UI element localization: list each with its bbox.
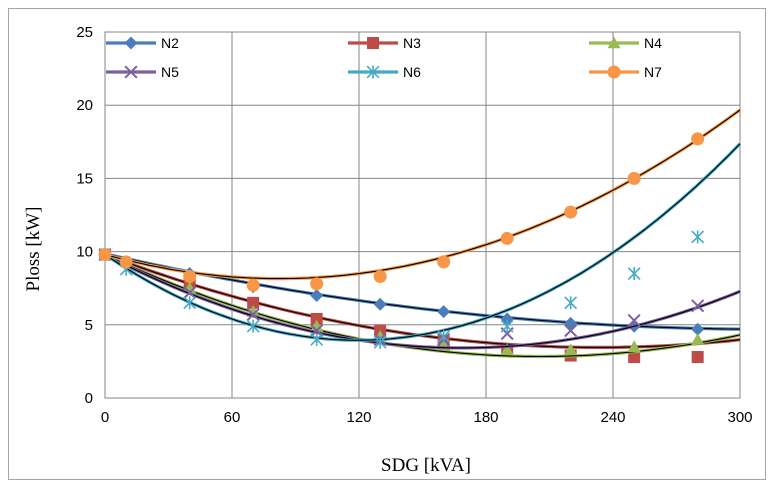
marker-stroke	[183, 286, 197, 300]
marker-stroke	[564, 324, 578, 338]
legend-label: N5	[161, 64, 179, 80]
marker-point	[373, 335, 387, 349]
chart-frame: 0 5 10 15 20 25 0 60 120 180 240 300 N2 N3 N4 N5 N6 N7 …	[8, 8, 766, 480]
y-tick-label: 25	[76, 24, 93, 41]
legend-label: N7	[644, 64, 662, 80]
series-line	[104, 108, 741, 281]
marker-point	[437, 255, 451, 269]
y-tick-label: 20	[76, 97, 93, 114]
x-tick-label: 180	[473, 409, 498, 426]
marker-point	[124, 65, 138, 79]
legend-item-N5: N5	[106, 64, 179, 80]
marker-stroke	[246, 307, 260, 322]
legend-label: N4	[644, 35, 662, 51]
series-line	[104, 252, 740, 331]
legend-item-N4: N4	[589, 35, 662, 51]
trend-line	[104, 253, 740, 330]
marker-point	[246, 319, 260, 333]
legend-label: N3	[403, 35, 421, 51]
x-axis-title: SDG [kVA]	[381, 455, 471, 476]
x-tick-label: 60	[224, 409, 241, 426]
marker-point	[366, 65, 380, 79]
y-tick-labels: 0 5 10 15 20 25	[76, 24, 93, 407]
y-tick-label: 0	[85, 390, 93, 407]
marker-point	[373, 297, 387, 311]
marker-point	[247, 296, 260, 309]
x-tick-label: 0	[101, 409, 109, 426]
marker-point	[373, 269, 387, 283]
marker-point	[310, 277, 324, 291]
marker-point	[691, 332, 705, 345]
marker-point	[691, 351, 704, 364]
marker-point	[607, 65, 621, 79]
legend-label: N6	[403, 64, 421, 80]
marker-point	[564, 316, 578, 330]
marker-point	[124, 36, 138, 50]
x-tick-label: 300	[727, 409, 752, 426]
marker-point	[310, 332, 324, 346]
legend-label: N2	[161, 35, 179, 51]
marker-point	[246, 307, 260, 322]
legend-item-N6: N6	[348, 64, 421, 80]
marker-point	[691, 322, 705, 336]
marker-point	[183, 286, 197, 300]
marker-point	[691, 299, 705, 313]
marker-stroke	[627, 313, 641, 327]
series-group	[98, 108, 742, 364]
marker-point	[627, 340, 641, 352]
marker-point	[500, 231, 514, 245]
trend-line	[104, 143, 741, 341]
marker-point	[119, 255, 133, 269]
marker-point	[98, 248, 112, 262]
marker-point	[691, 230, 705, 244]
x-tick-label: 240	[600, 409, 625, 426]
legend-item-N3: N3	[348, 35, 421, 51]
marker-point	[183, 296, 197, 310]
x-tick-label: 120	[346, 409, 371, 426]
y-tick-label: 10	[76, 244, 93, 261]
marker-point	[564, 343, 578, 355]
legend: N2 N3 N4 N5 N6 N7	[106, 35, 662, 80]
plot-border	[104, 31, 741, 399]
legend-item-N7: N7	[589, 64, 662, 80]
marker-point	[310, 289, 324, 303]
x-tick-labels: 0 60 120 180 240 300	[101, 409, 753, 426]
marker-stroke	[691, 299, 705, 313]
marker-point	[627, 313, 641, 327]
trend-line	[104, 254, 741, 349]
marker-point	[500, 343, 514, 355]
marker-point	[564, 324, 578, 338]
marker-point	[183, 269, 197, 283]
marker-point	[607, 36, 621, 49]
marker-point	[437, 305, 451, 319]
marker-point	[564, 205, 578, 219]
grid	[104, 31, 741, 399]
series-N7	[98, 108, 741, 292]
marker-point	[627, 267, 641, 281]
marker-point	[310, 312, 323, 325]
marker-point	[627, 171, 641, 185]
y-axis-title: Ploss [kW]	[23, 207, 44, 292]
marker-stroke	[124, 65, 138, 79]
legend-item-N2: N2	[106, 35, 179, 51]
y-tick-label: 5	[85, 317, 93, 334]
marker-point	[628, 351, 641, 364]
marker-point	[246, 278, 260, 292]
marker-point	[437, 330, 451, 344]
trend-line	[104, 109, 741, 280]
y-tick-label: 15	[76, 170, 93, 187]
marker-point	[500, 319, 514, 333]
marker-point	[691, 132, 705, 146]
marker-point	[564, 296, 578, 310]
marker-point	[367, 37, 379, 49]
